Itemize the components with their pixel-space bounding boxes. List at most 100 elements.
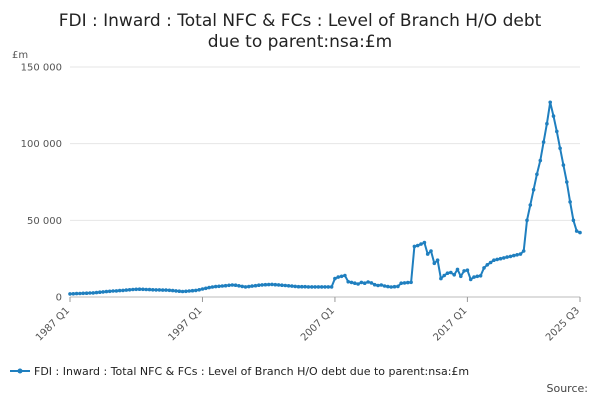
data-point bbox=[521, 249, 526, 253]
data-point bbox=[462, 269, 466, 273]
data-point bbox=[412, 244, 417, 249]
data-point bbox=[366, 280, 370, 284]
data-point bbox=[220, 284, 225, 288]
data-point bbox=[114, 289, 119, 293]
x-tick-label: 2017 Q1 bbox=[431, 305, 469, 343]
data-point bbox=[336, 275, 341, 279]
data-point bbox=[531, 187, 536, 192]
data-point bbox=[565, 180, 569, 184]
data-point bbox=[310, 285, 314, 289]
data-point bbox=[71, 292, 76, 296]
data-point bbox=[174, 289, 178, 293]
data-point bbox=[286, 284, 291, 288]
y-axis-ticks: 0 50 000 100 000 150 000 bbox=[21, 63, 62, 304]
legend-series-name: FDI : Inward : Total NFC & FCs : Level o… bbox=[34, 365, 469, 378]
data-point bbox=[561, 163, 566, 167]
x-tick-label: 2025 Q3 bbox=[544, 305, 582, 343]
data-point bbox=[392, 284, 397, 289]
data-point bbox=[359, 280, 364, 285]
data-point bbox=[362, 281, 367, 286]
data-point bbox=[187, 289, 191, 293]
data-point bbox=[356, 282, 360, 286]
data-point bbox=[104, 289, 109, 294]
data-point bbox=[127, 288, 132, 292]
data-point bbox=[551, 114, 556, 118]
data-point bbox=[389, 285, 394, 289]
data-point bbox=[323, 285, 327, 289]
data-point bbox=[253, 283, 258, 288]
data-point bbox=[419, 242, 423, 246]
data-point bbox=[266, 282, 271, 287]
data-point bbox=[502, 256, 506, 260]
data-point bbox=[396, 284, 400, 289]
y-tick-label: 0 bbox=[56, 293, 62, 304]
data-point bbox=[217, 284, 221, 289]
data-point bbox=[518, 252, 523, 256]
data-point bbox=[379, 283, 384, 287]
data-point bbox=[124, 288, 129, 292]
data-point bbox=[528, 203, 533, 207]
data-point bbox=[415, 243, 420, 248]
data-point bbox=[545, 121, 549, 126]
x-axis: 1987 Q1 1997 Q1 2007 Q1 2017 Q1 2025 Q3 bbox=[34, 297, 582, 343]
legend: FDI : Inward : Total NFC & FCs : Level o… bbox=[10, 365, 469, 378]
data-point bbox=[190, 288, 195, 293]
data-point bbox=[425, 252, 430, 256]
data-point bbox=[247, 284, 251, 289]
data-point bbox=[512, 253, 516, 258]
data-point bbox=[151, 288, 155, 292]
data-point bbox=[263, 282, 268, 287]
data-point bbox=[131, 287, 135, 292]
data-point bbox=[525, 218, 529, 223]
y-tick-label: 150 000 bbox=[21, 63, 62, 74]
data-point bbox=[141, 287, 145, 292]
legend-marker-swatch bbox=[17, 368, 23, 374]
data-point bbox=[121, 288, 125, 293]
data-point bbox=[495, 257, 500, 262]
data-point bbox=[84, 291, 89, 296]
data-point bbox=[555, 129, 559, 134]
data-point bbox=[101, 290, 105, 294]
data-point bbox=[137, 287, 142, 292]
data-point bbox=[574, 229, 579, 233]
data-point bbox=[558, 146, 562, 151]
data-point bbox=[475, 274, 480, 279]
data-point bbox=[81, 291, 85, 296]
data-point bbox=[177, 289, 182, 294]
chart-title-line-1: FDI : Inward : Total NFC & FCs : Level o… bbox=[59, 11, 542, 31]
data-point bbox=[492, 258, 496, 263]
data-point bbox=[468, 277, 473, 282]
data-point bbox=[455, 267, 460, 272]
data-point bbox=[548, 100, 552, 105]
data-point bbox=[339, 274, 344, 279]
data-point bbox=[485, 263, 490, 267]
data-point bbox=[230, 283, 235, 287]
data-point bbox=[432, 261, 437, 266]
data-point bbox=[452, 273, 457, 277]
data-point bbox=[303, 284, 307, 289]
data-point bbox=[204, 286, 208, 291]
data-point bbox=[111, 289, 115, 293]
data-point bbox=[290, 284, 294, 288]
chart-title-line-2: due to parent:nsa:£m bbox=[208, 32, 393, 52]
data-point bbox=[422, 240, 427, 245]
data-point bbox=[88, 291, 92, 295]
data-point bbox=[402, 281, 407, 285]
data-point bbox=[442, 273, 447, 278]
data-point bbox=[465, 268, 470, 273]
x-tick-label: 2007 Q1 bbox=[299, 305, 337, 343]
data-point bbox=[329, 285, 334, 289]
data-point bbox=[372, 282, 377, 287]
data-point bbox=[134, 287, 138, 292]
data-point bbox=[535, 172, 539, 177]
data-point bbox=[160, 288, 165, 292]
data-point bbox=[472, 275, 476, 279]
data-point bbox=[227, 283, 231, 288]
data-point bbox=[541, 140, 546, 144]
data-point bbox=[306, 285, 311, 289]
data-point bbox=[164, 288, 168, 292]
data-point bbox=[167, 288, 172, 293]
x-tick-label: 1987 Q1 bbox=[34, 305, 72, 343]
data-point bbox=[197, 288, 201, 292]
